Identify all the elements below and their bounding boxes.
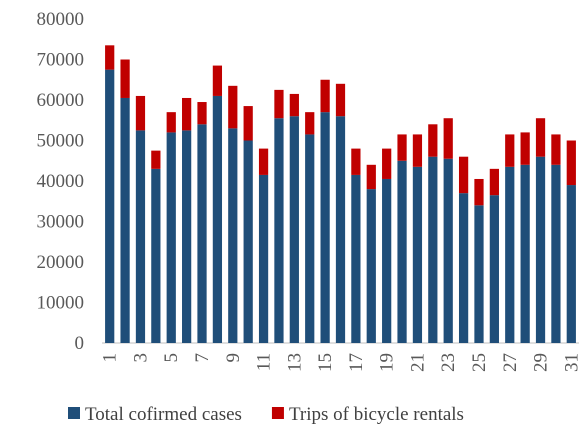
x-tick-label: 13	[284, 353, 305, 372]
bar-segment	[166, 112, 176, 133]
y-tick-label: 60000	[37, 90, 85, 111]
x-tick-label: 7	[192, 353, 213, 363]
legend-swatch	[68, 407, 80, 419]
bar-segment	[105, 45, 115, 70]
bar-segment	[151, 150, 161, 169]
bar-segment	[197, 102, 207, 125]
bar-segment	[135, 130, 146, 343]
bar-segment	[258, 174, 269, 343]
bar-segment	[366, 164, 376, 190]
bar-segment	[135, 95, 146, 131]
bar-segment	[289, 116, 299, 343]
bar-segment	[120, 59, 130, 98]
bar-segment	[428, 124, 438, 157]
bar-segment	[520, 132, 530, 165]
x-tick-label: 17	[346, 353, 367, 372]
legend-label: Total cofirmed cases	[85, 404, 242, 425]
bar-segment	[105, 69, 115, 343]
x-tick-label: 15	[315, 353, 336, 372]
y-tick-label: 30000	[37, 212, 85, 233]
bar-segment	[397, 134, 407, 161]
y-tick-label: 10000	[37, 293, 85, 314]
bar-segment	[228, 85, 238, 129]
x-tick-label: 25	[469, 353, 490, 372]
bar-segment	[458, 193, 469, 343]
x-tick-label: 23	[438, 353, 459, 372]
bar-segment	[335, 83, 346, 117]
x-tick-label: 1	[100, 353, 121, 363]
x-tick-label: 9	[223, 353, 244, 363]
x-tick-label: 5	[161, 353, 182, 363]
legend-label: Trips of bicycle rentals	[289, 404, 464, 425]
bar-segment	[535, 118, 546, 157]
bar-segment	[289, 93, 299, 117]
x-tick-label: 29	[531, 353, 552, 372]
bar-segment	[166, 132, 176, 343]
bar-segment	[382, 178, 392, 343]
x-tick-label: 11	[254, 353, 275, 371]
bar-segment	[305, 112, 315, 135]
bar-segment	[443, 158, 453, 343]
bar-segment	[320, 79, 330, 113]
bar-segment	[212, 95, 223, 343]
bar-segment	[412, 134, 423, 167]
legend-swatch	[271, 407, 284, 419]
bar-segment	[366, 189, 376, 343]
bar-segment	[397, 160, 407, 343]
bar-segment	[351, 148, 361, 175]
x-tick-label: 27	[500, 353, 521, 372]
y-tick-label: 50000	[37, 131, 85, 152]
x-tick-label: 3	[130, 353, 151, 363]
bar-segment	[443, 118, 453, 159]
y-tick-label: 40000	[37, 171, 85, 192]
y-tick-label: 0	[75, 333, 85, 354]
bar-segment	[412, 166, 423, 343]
bar-segment	[489, 195, 499, 343]
bar-segment	[458, 156, 469, 194]
bar-segment	[197, 124, 207, 343]
bar-segment	[151, 168, 161, 343]
bar-segment	[182, 130, 192, 343]
x-tick-label: 19	[377, 353, 398, 372]
bar-segment	[243, 140, 253, 343]
bar-segment	[120, 97, 130, 343]
bar-segment	[274, 118, 284, 343]
bar-segment	[305, 134, 315, 343]
bar-segment	[535, 156, 546, 343]
bar-segment	[258, 148, 269, 175]
bar-segment	[474, 178, 484, 206]
bar-segment	[351, 174, 361, 343]
bar-segment	[505, 134, 515, 167]
bar-segment	[505, 166, 515, 343]
bar-segment	[243, 106, 253, 141]
bar-segment	[566, 185, 576, 343]
y-tick-label: 20000	[37, 252, 85, 273]
bar-segment	[274, 89, 284, 119]
bar-segment	[551, 134, 561, 165]
bar-segment	[320, 112, 330, 344]
bar-segment	[212, 65, 223, 96]
bar-segment	[382, 148, 392, 179]
bar-segment	[551, 164, 561, 343]
x-tick-label: 31	[561, 353, 582, 372]
bar-segment	[228, 128, 238, 343]
bar-segment	[182, 97, 192, 131]
bar-segment	[566, 140, 576, 186]
bar-segment	[520, 164, 530, 343]
bar-segment	[428, 156, 438, 343]
bar-segment	[474, 205, 484, 343]
y-tick-label: 80000	[37, 9, 85, 30]
x-tick-label: 21	[407, 353, 428, 372]
bar-segment	[335, 116, 346, 343]
y-tick-label: 70000	[37, 50, 85, 71]
bar-segment	[489, 168, 499, 196]
